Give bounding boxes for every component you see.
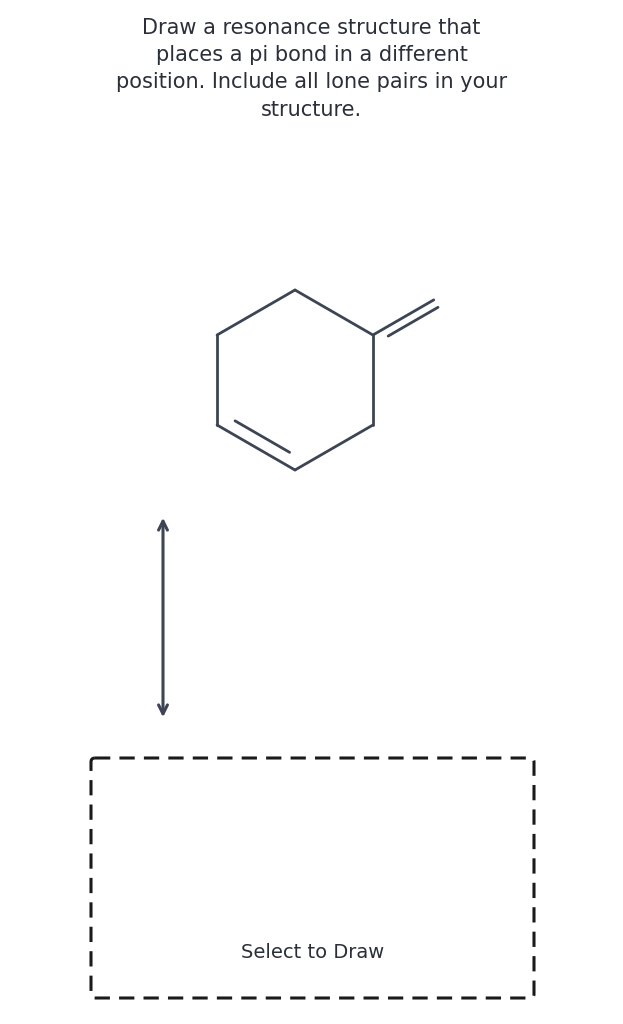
Text: Select to Draw: Select to Draw (241, 943, 384, 962)
Text: Draw a resonance structure that
places a pi bond in a different
position. Includ: Draw a resonance structure that places a… (116, 18, 507, 120)
FancyBboxPatch shape (91, 758, 534, 998)
